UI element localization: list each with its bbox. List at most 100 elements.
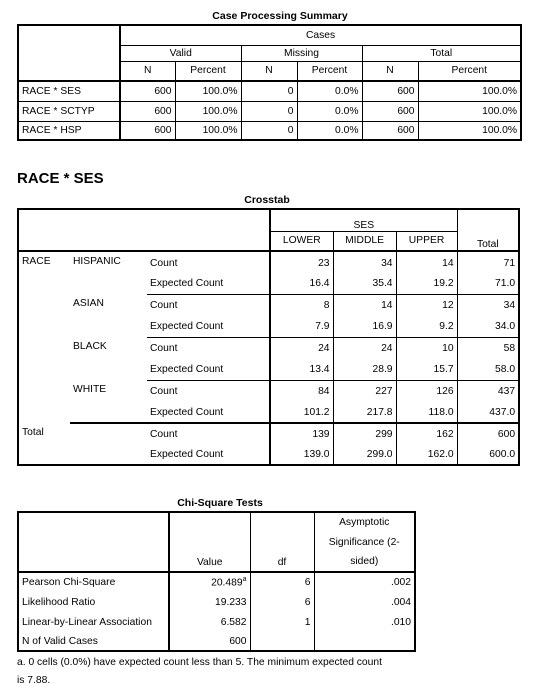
table-row: WHITE Count 84 227 126 437 — [18, 380, 521, 424]
cell: 6 — [250, 592, 315, 612]
stat-label: Count — [147, 251, 272, 274]
cell: 16.9 — [333, 317, 397, 338]
race-label: RACE — [17, 251, 70, 423]
table-row: RACE * HSP 600 100.0% 0 0.0% 600 100.0% — [17, 121, 523, 141]
cell: 9.2 — [396, 317, 458, 338]
cell: 34.0 — [457, 317, 521, 338]
cell: 100.0% — [418, 101, 523, 122]
cell: 600 — [120, 101, 176, 122]
cell: 600 — [362, 101, 419, 122]
table-row: RACE * SES 600 100.0% 0 0.0% 600 100.0% — [17, 81, 523, 102]
case-processing-summary-title: Case Processing Summary — [212, 10, 348, 22]
table-row: Likelihood Ratio 19.233 6 .004 — [17, 592, 416, 612]
corner-cell — [17, 24, 121, 82]
table-row: RACE * SCTYP 600 100.0% 0 0.0% 600 100.0… — [17, 101, 523, 122]
row-label: RACE * HSP — [17, 121, 121, 141]
table-row: Expected Count 139.0 299.0 162.0 600.0 — [18, 445, 521, 466]
cell: 600 — [120, 121, 176, 141]
corner-cell — [17, 511, 170, 573]
ses-header: SES — [270, 208, 458, 232]
stat-label: Expected Count — [147, 317, 272, 338]
group-label: BLACK — [73, 341, 107, 352]
missing-header: Missing — [241, 45, 363, 62]
stat-label: Expected Count — [147, 360, 272, 381]
cell: 20.489a — [169, 572, 251, 592]
row-label: RACE * SES — [17, 81, 121, 102]
cases-header: Cases — [120, 24, 523, 46]
col-header: LOWER — [270, 231, 334, 252]
cell: .004 — [314, 592, 416, 612]
cell: 600 — [120, 81, 176, 102]
cell: 24 — [270, 337, 334, 360]
cell: 100.0% — [418, 121, 523, 141]
cell: 14 — [333, 294, 397, 317]
stat-label: Expected Count — [147, 445, 272, 466]
footnote: a. 0 cells (0.0%) have expected count le… — [17, 654, 437, 690]
cell: 100.0% — [175, 121, 242, 141]
row-label: Pearson Chi-Square — [17, 572, 170, 592]
stat-label: Count — [147, 380, 272, 403]
table-row: Expected Count 16.4 35.4 19.2 71.0 — [18, 274, 521, 295]
cell — [314, 632, 416, 652]
row-label: N of Valid Cases — [17, 632, 170, 652]
cell: 118.0 — [396, 403, 458, 424]
cell: 126 — [396, 380, 458, 403]
total-header: Total — [362, 45, 523, 62]
stat-label: Expected Count — [147, 403, 272, 424]
cell: 1 — [250, 612, 315, 632]
cell: .002 — [314, 572, 416, 592]
section-title: RACE * SES — [17, 170, 104, 187]
cell: 13.4 — [270, 360, 334, 381]
cell: 8 — [270, 294, 334, 317]
row-label: RACE * SCTYP — [17, 101, 121, 122]
cell: 14 — [396, 251, 458, 274]
group-label: ASIAN — [73, 298, 104, 309]
row-label: Likelihood Ratio — [17, 592, 170, 612]
cell: 162 — [396, 423, 458, 445]
table-row: Pearson Chi-Square 20.489a 6 .002 — [17, 572, 416, 592]
table-row: Total Count 139 299 162 600 — [17, 423, 521, 466]
cell: 600 — [457, 423, 521, 445]
cell: 6.582 — [169, 612, 251, 632]
stat-label: Count — [147, 423, 272, 445]
crosstab-table: SES Total LOWER MIDDLE UPPER RACE HISPAN… — [16, 208, 521, 466]
cell: 34 — [333, 251, 397, 274]
table-row: Linear-by-Linear Association 6.582 1 .01… — [17, 612, 416, 632]
cell: 10 — [396, 337, 458, 360]
cell: 600 — [362, 81, 419, 102]
case-processing-summary-table: Cases Valid Missing Total N Percent N Pe… — [17, 24, 523, 141]
row-label: Linear-by-Linear Association — [17, 612, 170, 632]
cell: 0 — [241, 101, 298, 122]
chi-square-table: Value df Asymptotic Significance (2- sid… — [17, 511, 416, 652]
stat-label: Count — [147, 337, 272, 360]
cell: 437.0 — [457, 403, 521, 424]
cell: 299.0 — [333, 445, 397, 466]
cell: 19.233 — [169, 592, 251, 612]
table-row: Expected Count 101.2 217.8 118.0 437.0 — [18, 403, 521, 424]
cell: 58.0 — [457, 360, 521, 381]
cell: 71 — [457, 251, 521, 274]
sig-header-line3: sided) — [314, 552, 416, 573]
percent-header: Percent — [297, 61, 363, 82]
cell: 23 — [270, 251, 334, 274]
table-row: Expected Count 13.4 28.9 15.7 58.0 — [18, 360, 521, 381]
cell: 437 — [457, 380, 521, 403]
cell: 139.0 — [270, 445, 334, 466]
percent-header: Percent — [418, 61, 523, 82]
group-label: WHITE — [70, 380, 147, 424]
cell: 139 — [270, 423, 334, 445]
cell — [250, 632, 315, 652]
cell: 100.0% — [175, 101, 242, 122]
cell: 0.0% — [297, 121, 363, 141]
cell: .010 — [314, 612, 416, 632]
footnote-marker: a — [242, 576, 247, 584]
percent-header: Percent — [175, 61, 242, 82]
cell: 600.0 — [457, 445, 521, 466]
cell: 6 — [250, 572, 315, 592]
cell: 100.0% — [175, 81, 242, 102]
cell: 58 — [457, 337, 521, 360]
cell: 35.4 — [333, 274, 397, 295]
sig-header-line2: Significance (2- — [314, 532, 416, 552]
cell: 24 — [333, 337, 397, 360]
cell: 7.9 — [270, 317, 334, 338]
